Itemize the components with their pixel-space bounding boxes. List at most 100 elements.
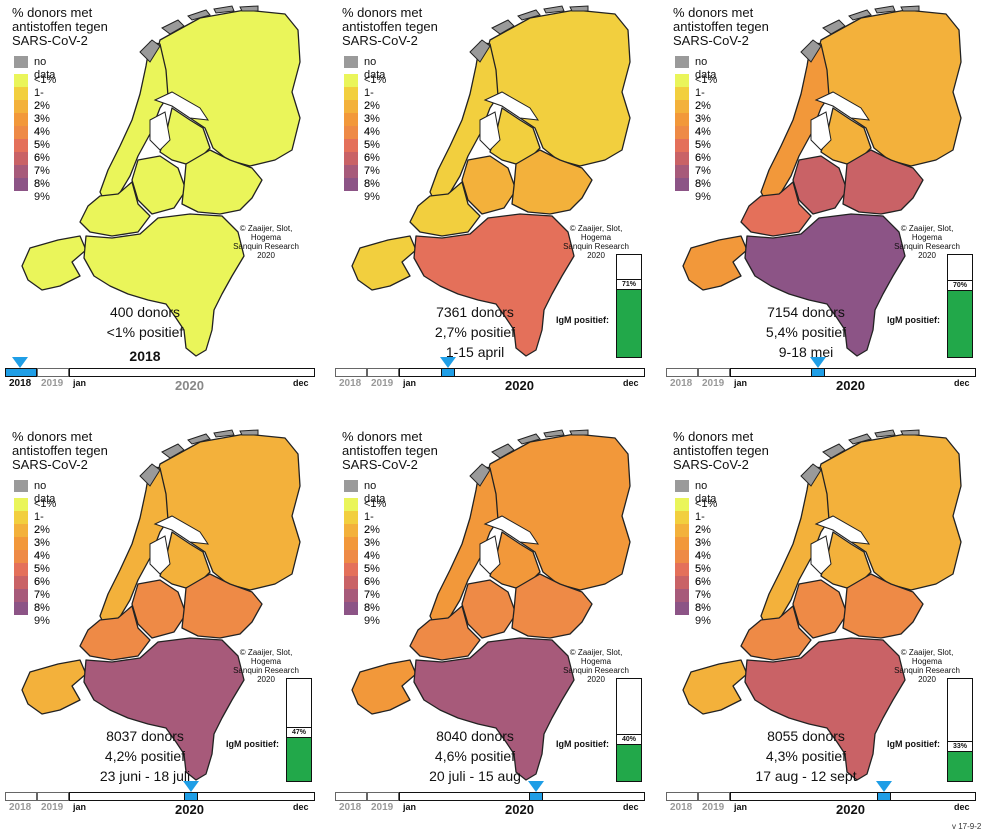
legend-label: 1-2%: [34, 511, 50, 536]
legend-label: 3-4%: [695, 537, 711, 562]
wadden-island: [543, 5, 565, 14]
legend-swatch: [344, 87, 358, 100]
legend-label: 6-7%: [364, 576, 380, 601]
timeline-2020-label: 2020: [836, 802, 865, 817]
wadden-island: [800, 39, 822, 63]
credit-text: © Zaaijer, Slot, Hogema Sanquin Research…: [894, 224, 960, 260]
legend-swatch: [14, 480, 28, 492]
legend-label: 6-7%: [364, 152, 380, 177]
legend-swatch: [675, 511, 689, 524]
legend-label: no data: [34, 56, 56, 81]
igm-label: IgM positief:: [887, 315, 940, 325]
donor-count: 8055 donors: [767, 728, 845, 744]
legend-swatch: [344, 498, 358, 511]
legend-label: 8-9%: [34, 602, 50, 627]
donor-count: 7361 donors: [436, 304, 514, 320]
region-south: [744, 637, 906, 781]
legend-swatch: [675, 602, 689, 615]
wadden-island: [800, 463, 822, 487]
legend-label: 4-5%: [34, 550, 50, 575]
legend-swatch: [675, 563, 689, 576]
percent-positive: <1% positief: [106, 324, 184, 340]
legend-swatch: [14, 126, 28, 139]
region-zeeland: [351, 659, 417, 715]
credit-text: © Zaaijer, Slot, Hogema Sanquin Research…: [233, 224, 299, 260]
legend-swatch: [344, 139, 358, 152]
legend-label: 1-2%: [364, 511, 380, 536]
wadden-island: [213, 5, 235, 14]
legend-swatch: [344, 113, 358, 126]
legend-swatch: [14, 563, 28, 576]
timeline-jan-label: jan: [734, 378, 748, 388]
region-south: [413, 637, 575, 781]
timeline-highlight: [440, 368, 455, 377]
region-zeeland: [351, 235, 417, 291]
timeline-2020-label: 2020: [175, 802, 204, 817]
igm-value: 71%: [617, 278, 641, 290]
region-zeeland: [21, 659, 87, 715]
legend-label: 6-7%: [695, 576, 711, 601]
igm-label: IgM positief:: [226, 739, 279, 749]
timeline-dec-label: dec: [623, 378, 639, 388]
timeline-marker: [875, 781, 892, 792]
netherlands-map: [21, 5, 301, 357]
region-utrecht: [131, 155, 187, 215]
legend-label: 8-9%: [695, 178, 711, 203]
stats-block: 7361 donors 2,7% positief 1-15 april: [400, 302, 550, 362]
igm-label: IgM positief:: [556, 315, 609, 325]
water-body: [810, 111, 832, 151]
timeline-2018-label: 2018: [670, 802, 693, 813]
legend-label: 2-3%: [34, 524, 50, 549]
wadden-island: [139, 39, 161, 63]
legend-label: <1%: [34, 498, 57, 510]
region-southholland: [409, 605, 481, 661]
legend-label: 7-8%: [695, 589, 711, 614]
timeline-jan-label: jan: [734, 802, 748, 812]
legend-swatch: [344, 165, 358, 178]
legend-swatch: [14, 524, 28, 537]
netherlands-map: [682, 5, 962, 357]
timeline-marker: [527, 781, 544, 792]
timeline-2018-box: [335, 792, 367, 801]
timeline-jan-label: jan: [73, 378, 87, 388]
legend-swatch: [344, 74, 358, 87]
igm-label: IgM positief:: [887, 739, 940, 749]
legend-label: 3-4%: [34, 113, 50, 138]
legend-label: 2-3%: [695, 524, 711, 549]
timeline-dec-label: dec: [623, 802, 639, 812]
igm-value: 70%: [948, 279, 972, 291]
legend-swatch: [14, 589, 28, 602]
timeline-2020-label: 2020: [175, 378, 204, 393]
legend-label: 2-3%: [34, 100, 50, 125]
legend-label: 2-3%: [695, 100, 711, 125]
timeline-2020-box: [399, 368, 645, 377]
wadden-island: [161, 443, 185, 459]
wadden-island: [822, 443, 846, 459]
igm-bar-fill: [948, 285, 972, 357]
stats-block: 8055 donors 4,3% positief 17 aug - 12 sept: [731, 726, 881, 786]
wadden-island: [569, 429, 589, 436]
period-label: 23 juni - 18 juli: [99, 768, 191, 784]
wadden-island: [874, 5, 896, 14]
legend-swatch: [675, 100, 689, 113]
wadden-island: [822, 19, 846, 35]
legend-swatch: [675, 576, 689, 589]
legend-swatch: [675, 152, 689, 165]
legend-swatch: [675, 126, 689, 139]
legend-label: 8-9%: [364, 602, 380, 627]
region-gelderland: [181, 573, 263, 639]
timeline-jan-label: jan: [403, 802, 417, 812]
legend-label: no data: [34, 480, 56, 505]
region-south: [413, 213, 575, 357]
stats-block: 8040 donors 4,6% positief 20 juli - 15 aug: [400, 726, 550, 786]
wadden-island: [900, 5, 920, 12]
timeline: 2018 2019 jan dec 2020: [335, 357, 645, 408]
igm-bar: 71%: [616, 254, 642, 358]
region-utrecht: [131, 579, 187, 639]
legend-swatch: [344, 563, 358, 576]
legend-title: % donors met antistoffen tegen SARS-CoV-…: [12, 5, 108, 48]
timeline-marker: [12, 357, 28, 368]
wadden-island: [469, 39, 491, 63]
region-utrecht: [461, 155, 517, 215]
legend-swatch: [14, 152, 28, 165]
